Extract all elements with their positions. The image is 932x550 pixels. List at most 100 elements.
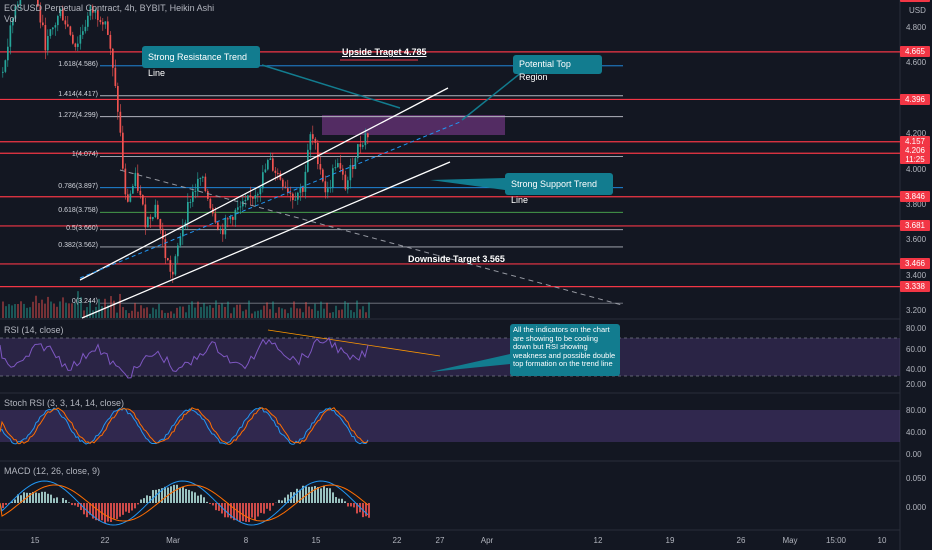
volume-bar [140,305,142,318]
macd-histogram-bar [317,487,319,503]
macd-histogram-bar [149,496,151,503]
macd-histogram-bar [92,503,94,519]
macd-histogram-bar [326,487,328,503]
macd-histogram-bar [329,488,331,503]
fib-level-label: 0.786(3.897) [58,182,98,190]
volume-bar [47,296,49,318]
macd-histogram-bar [50,494,52,503]
macd-histogram-bar [134,503,136,509]
macd-histogram-bar [158,489,160,503]
volume-bar [347,302,349,318]
volume-bar [98,298,100,318]
volume-bar [17,303,19,318]
candle-body [247,195,249,200]
support-trend-line[interactable] [81,161,451,319]
candle-body [362,145,364,147]
macd-histogram-bar [23,492,25,503]
support-callout[interactable]: Strong Support Trend Line [505,173,613,205]
candle-body [232,216,234,220]
candle-body [112,48,114,68]
candle-body [282,179,284,187]
candle-body [242,201,244,207]
volume-bar [2,301,4,318]
volume-bar [110,296,112,318]
candle-body [227,218,229,220]
volume-bar [263,305,265,318]
candle-body [17,4,19,7]
rsi-callout[interactable]: All the indicators on the chart are show… [510,324,620,376]
volume-bar [134,302,136,318]
top-region-callout[interactable]: Potential Top Region [513,55,602,82]
current-price: 4.206 [904,146,926,155]
potential-top-region-box [322,115,505,135]
downside-dashed-line [119,169,623,306]
volume-bar [65,302,67,318]
time-axis-label: 15:00 [825,536,847,545]
macd-axis-label: 0.000 [906,503,927,512]
candle-body [159,218,162,229]
resistance-callout[interactable]: Strong Resistance Trend Line [142,46,260,78]
level-price-badge: 4.396 [900,93,930,105]
candle-body [92,6,94,13]
macd-histogram-bar [71,503,73,506]
candle-body [367,133,369,138]
candle-body [52,27,54,30]
candle-body [154,204,157,218]
volume-bar [128,313,130,318]
stoch-d-line [0,407,369,445]
currency-label: USD [909,6,926,15]
macd-histogram-bar [152,490,154,503]
bar-countdown: 11:25 [905,155,925,164]
candle-body [359,144,362,147]
volume-bar [299,308,301,318]
macd-histogram-bar [101,503,103,521]
volume-bar [305,302,307,318]
level-price-badge: 4.157 [900,136,930,148]
volume-bar [287,313,289,318]
projection-dashed-line [79,121,461,279]
macd-histogram-bar [38,493,40,503]
macd-histogram-bar [83,503,85,515]
level-price-badge: 3.338 [900,281,930,293]
candle-body [202,176,204,178]
macd-histogram-bar [119,503,121,517]
volume-bar [20,301,22,318]
macd-histogram-bar [248,503,250,523]
macd-histogram-bar [335,497,337,503]
volume-bar [203,302,205,318]
candle-body [304,171,307,192]
stoch-axis-label: 80.00 [906,406,927,415]
candle-body [54,25,57,28]
candle-body [312,134,314,139]
macd-histogram-bar [257,503,259,517]
candle-body [19,0,22,5]
macd-axis-label: 0.050 [906,474,927,483]
macd-signal-line [0,484,369,522]
macd-histogram-bar [35,492,37,503]
candle-body [322,169,324,182]
macd-histogram-bar [233,503,235,521]
macd-histogram-bar [302,485,304,503]
level-price-badge: 3.466 [900,258,930,270]
macd-histogram-bar [230,503,232,519]
candle-body [42,22,44,26]
volume-bar [68,303,70,318]
rsi-axis-label: 60.00 [906,345,927,354]
macd-histogram-bar [137,503,139,505]
volume-bar [296,308,298,318]
resistance-trend-line[interactable] [79,87,449,281]
time-axis-label: Apr [480,536,494,545]
stoch-pane-label: Stoch RSI (3, 3, 14, 14, close) [4,398,125,408]
volume-bar [320,301,322,318]
volume-bar [332,312,334,318]
volume-bar [359,309,361,318]
candle-body [324,181,327,193]
candle-body [264,169,267,173]
volume-bar [302,312,304,318]
volume-bar [44,303,46,318]
rsi-axis-label: 40.00 [906,365,927,374]
candle-body [109,34,112,49]
candle-body [57,16,59,26]
